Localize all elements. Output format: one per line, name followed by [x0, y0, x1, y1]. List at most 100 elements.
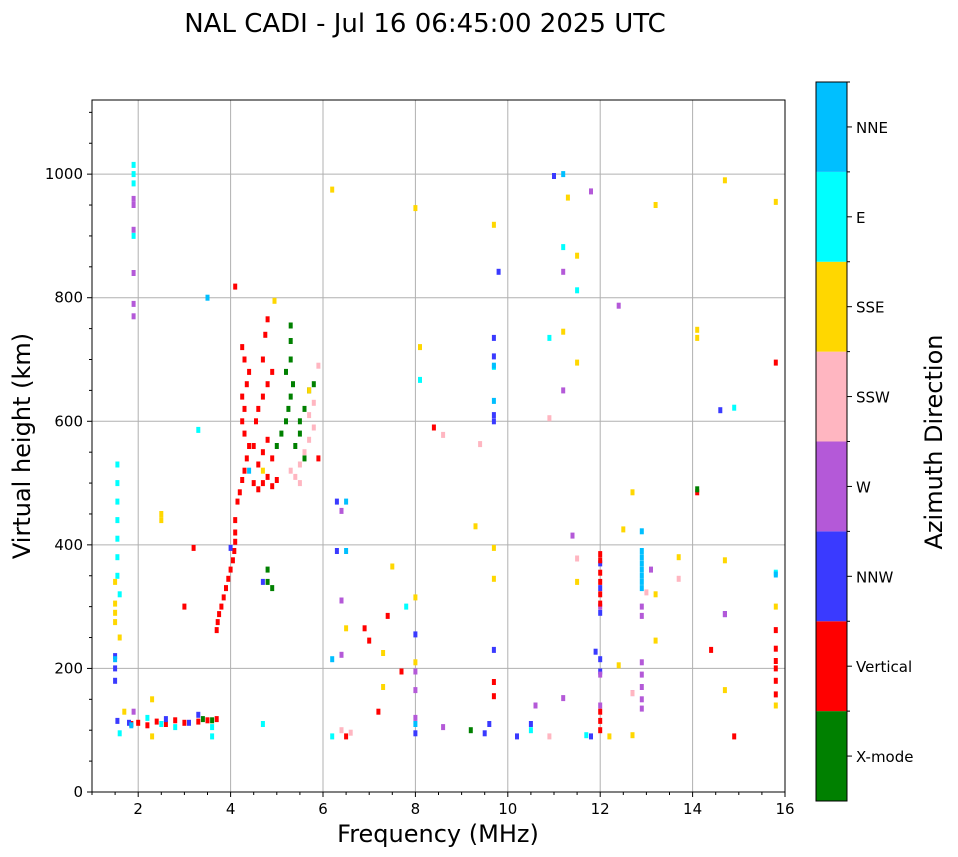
echo-point-vertical: [773, 359, 778, 366]
echo-point-vertical: [182, 603, 187, 610]
echo-point-vertical: [215, 619, 220, 626]
colorbar-tick-label: NNW: [856, 568, 893, 586]
echo-point-sse: [381, 684, 386, 690]
echo-point-e: [145, 714, 150, 721]
echo-point-nne: [344, 548, 349, 554]
y-tick-label: 400: [54, 536, 83, 554]
echo-point-vertical: [256, 461, 261, 468]
echo-point-x-mode: [288, 322, 293, 329]
colorbar-tick-label: X-mode: [856, 748, 913, 766]
data-marks: [113, 161, 778, 740]
echo-point-e: [115, 554, 120, 561]
echo-point-e: [115, 517, 120, 524]
echo-point-nnw: [598, 609, 603, 616]
echo-point-nne: [561, 171, 566, 178]
echo-point-e: [561, 244, 566, 251]
x-tick-label: 8: [411, 800, 421, 818]
echo-point-x-mode: [297, 418, 302, 425]
echo-point-vertical: [244, 381, 249, 388]
echo-point-vertical: [367, 637, 372, 644]
echo-point-vertical: [256, 486, 261, 493]
echo-point-w: [339, 651, 344, 658]
colorbar-segment-ssw: [816, 351, 847, 442]
echo-point-nnw: [482, 730, 487, 737]
echo-point-vertical: [274, 477, 279, 483]
echo-point-vertical: [270, 368, 275, 375]
echo-point-nnw: [113, 665, 118, 672]
colorbar-segment-nnw: [816, 531, 847, 622]
echo-point-x-mode: [468, 727, 473, 734]
echo-point-vertical: [598, 727, 603, 734]
echo-point-x-mode: [288, 356, 293, 363]
echo-point-ssw: [644, 589, 649, 596]
echo-point-sse: [773, 198, 778, 205]
echo-point-x-mode: [293, 443, 298, 449]
echo-point-x-mode: [274, 443, 279, 449]
echo-point-vertical: [214, 716, 219, 723]
echo-point-x-mode: [284, 418, 288, 425]
colorbar-label: Azimuth Direction: [920, 335, 948, 550]
echo-point-ssw: [630, 690, 635, 697]
colorbar-segment-e: [816, 171, 847, 262]
echo-point-vertical: [431, 424, 436, 431]
echo-point-sse: [676, 554, 681, 561]
echo-point-vertical: [260, 449, 265, 456]
echo-point-vertical: [254, 418, 258, 425]
echo-point-e: [173, 724, 178, 731]
echo-point-sse: [330, 186, 335, 193]
echo-point-sse: [159, 511, 164, 517]
echo-point-vertical: [235, 498, 240, 505]
echo-point-vertical: [773, 677, 778, 684]
echo-point-sse: [390, 563, 395, 570]
echo-point-nnw: [598, 656, 603, 663]
echo-point-vertical: [598, 600, 603, 607]
echo-point-vertical: [191, 544, 196, 551]
echo-point-w: [561, 387, 566, 394]
echo-point-w: [570, 532, 575, 539]
echo-point-nnw: [598, 668, 603, 675]
x-tick-label: 2: [133, 800, 143, 818]
echo-point-nne: [247, 467, 252, 474]
echo-point-nnw: [552, 173, 556, 179]
echo-point-vertical: [247, 443, 252, 449]
echo-point-x-mode: [265, 566, 270, 573]
echo-point-vertical: [233, 283, 238, 290]
echo-point-sse: [695, 334, 700, 341]
echo-point-sse: [575, 578, 580, 585]
echo-point-w: [589, 188, 593, 195]
echo-point-sse: [653, 591, 658, 598]
echo-point-e: [575, 287, 580, 294]
echo-point-vertical: [240, 418, 245, 425]
echo-point-vertical: [598, 708, 603, 715]
echo-point-nne: [639, 528, 644, 535]
echo-point-nne: [413, 721, 418, 727]
echo-point-ssw: [547, 415, 552, 422]
echo-point-x-mode: [302, 455, 307, 462]
echo-point-vertical: [240, 344, 245, 351]
echo-point-w: [339, 597, 344, 604]
echo-point-x-mode: [210, 717, 215, 724]
echo-point-e: [404, 603, 409, 610]
echo-point-w: [413, 687, 418, 694]
echo-point-nne: [639, 572, 644, 579]
x-tick-label: 16: [775, 800, 794, 818]
echo-point-vertical: [154, 718, 159, 725]
echo-point-sse: [418, 344, 422, 351]
echo-point-sse: [473, 523, 478, 530]
echo-point-vertical: [362, 625, 367, 632]
echo-point-sse: [575, 252, 580, 259]
echo-point-vertical: [260, 356, 265, 363]
echo-point-vertical: [598, 551, 603, 558]
echo-point-sse: [575, 359, 580, 366]
echo-point-vertical: [230, 557, 235, 564]
x-tick-label: 6: [318, 800, 328, 818]
echo-point-nnw: [113, 653, 118, 660]
echo-point-ssw: [307, 412, 312, 419]
echo-point-sse: [621, 526, 626, 533]
echo-point-nne: [491, 397, 496, 404]
echo-point-sse: [113, 600, 118, 607]
echo-point-sse: [565, 194, 570, 201]
echo-point-vertical: [773, 665, 778, 672]
echo-point-sse: [344, 625, 349, 632]
echo-point-x-mode: [279, 430, 284, 437]
